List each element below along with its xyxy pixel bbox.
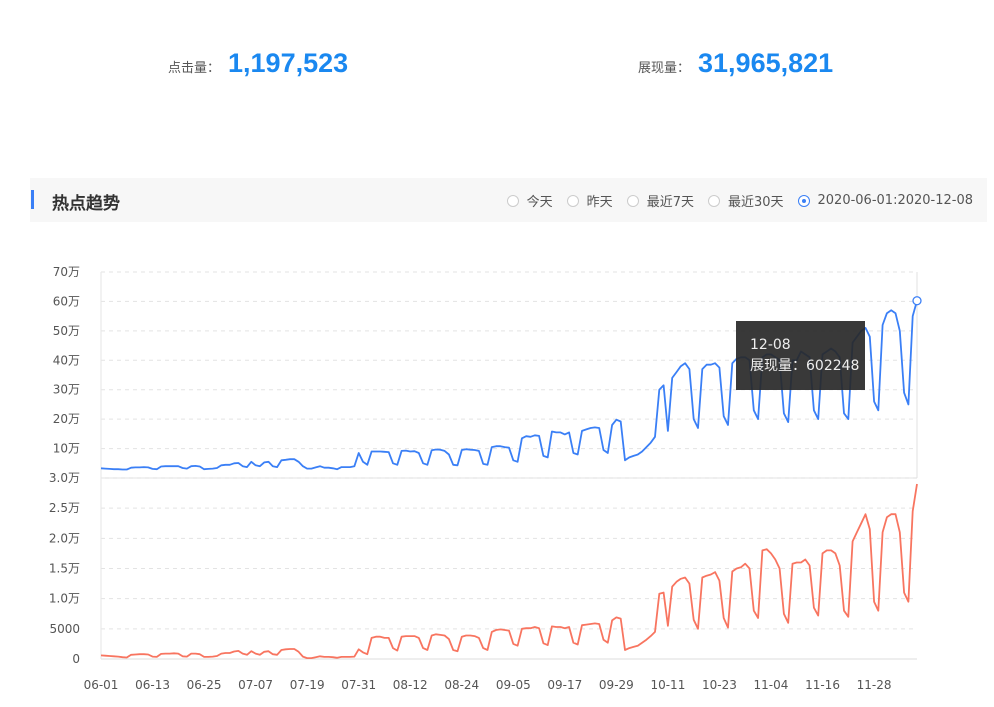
y-tick-label: 1.5万	[49, 562, 80, 576]
clicks-value: 1,197,523	[228, 48, 349, 78]
radio-circle-icon[interactable]	[506, 194, 519, 207]
x-tick-label: 06-25	[187, 678, 222, 692]
section-header: 热点趋势 今天 昨天 最近7天 最近30天 2020-06-01:2020-12…	[30, 178, 987, 222]
tooltip-value: 602248	[806, 358, 860, 374]
x-tick-label: 07-31	[341, 678, 376, 692]
x-tick-label: 11-28	[857, 678, 892, 692]
radio-label: 2020-06-01:2020-12-08	[817, 193, 973, 208]
x-tick-label: 09-05	[496, 678, 531, 692]
clicks-label: 点击量：	[168, 61, 221, 76]
radio-last-30-days[interactable]: 最近30天	[707, 191, 784, 210]
radio-circle-icon[interactable]	[566, 194, 579, 207]
accent-bar	[31, 190, 34, 209]
impressions-value: 31,965,821	[698, 48, 834, 78]
x-tick-label: 08-12	[393, 678, 428, 692]
series-line-clicks	[100, 483, 918, 659]
radio-label: 最近7天	[646, 195, 694, 210]
date-range-radio-group: 今天 昨天 最近7天 最近30天 2020-06-01:2020-12-08	[493, 191, 973, 210]
y-tick-label: 0	[72, 652, 80, 666]
x-tick-label: 07-07	[238, 678, 273, 692]
x-tick-label: 09-29	[599, 678, 634, 692]
x-tick-label: 11-04	[754, 678, 789, 692]
section-title: 热点趋势	[52, 194, 120, 214]
tooltip-date: 12-08	[750, 337, 791, 353]
y-tick-label: 70万	[53, 265, 80, 279]
y-tick-label: 10万	[53, 442, 80, 456]
y-tick-label: 20万	[53, 412, 80, 426]
y-tick-label: 40万	[53, 353, 80, 367]
x-tick-label: 10-23	[702, 678, 737, 692]
tooltip-row: 展现量：602248	[750, 356, 865, 377]
impressions-stat: 展现量： 31,965,821	[638, 48, 833, 79]
y-tick-label: 30万	[53, 383, 80, 397]
x-tick-label: 09-17	[547, 678, 582, 692]
y-tick-label: 1.0万	[49, 592, 80, 606]
radio-last-7-days[interactable]: 最近7天	[626, 191, 694, 210]
x-tick-label: 10-11	[650, 678, 685, 692]
last-point-marker	[912, 296, 922, 306]
radio-custom-range[interactable]: 2020-06-01:2020-12-08	[797, 193, 973, 208]
x-tick-label: 06-13	[135, 678, 170, 692]
x-tick-label: 06-01	[84, 678, 119, 692]
radio-circle-icon[interactable]	[626, 194, 639, 207]
x-tick-label: 08-24	[444, 678, 479, 692]
y-tick-label: 2.5万	[49, 501, 80, 515]
clicks-stat: 点击量： 1,197,523	[168, 48, 348, 79]
y-tick-label: 2.0万	[49, 531, 80, 545]
radio-circle-icon[interactable]	[707, 194, 720, 207]
radio-label: 最近30天	[727, 195, 784, 210]
x-tick-label: 11-16	[805, 678, 840, 692]
y-tick-label: 3.0万	[49, 471, 80, 485]
chart-tooltip: 12-08 展现量：602248	[736, 321, 865, 390]
y-tick-label: 50万	[53, 324, 80, 338]
tooltip-series-label: 展现量	[750, 358, 792, 374]
x-tick-label: 07-19	[290, 678, 325, 692]
radio-checked-icon[interactable]	[797, 194, 810, 207]
radio-label: 今天	[526, 195, 553, 210]
y-tick-label: 60万	[53, 294, 80, 308]
radio-yesterday[interactable]: 昨天	[566, 191, 613, 210]
radio-today[interactable]: 今天	[506, 191, 553, 210]
impressions-label: 展现量：	[638, 61, 691, 76]
tooltip-separator: ：	[792, 358, 806, 374]
y-tick-label: 5000	[49, 622, 80, 636]
radio-label: 昨天	[586, 195, 613, 210]
